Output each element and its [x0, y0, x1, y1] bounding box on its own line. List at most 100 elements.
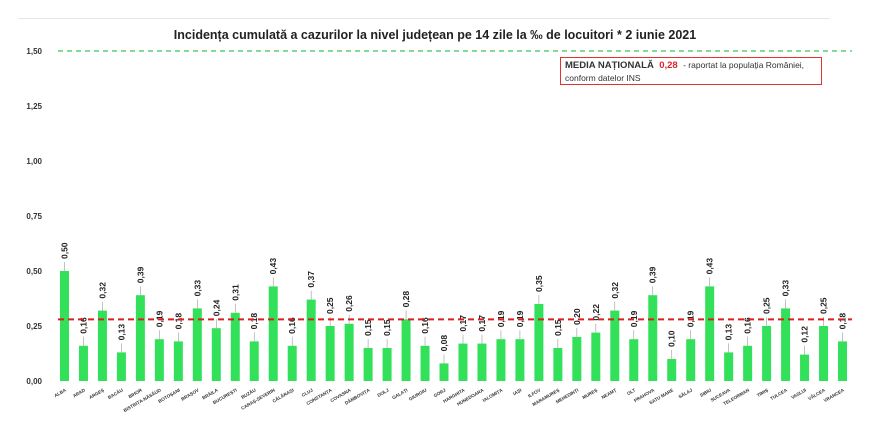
- national-average-annotation: MEDIA NAȚIONALĂ 0,28 - raportat la popul…: [560, 57, 822, 85]
- top-border: [18, 18, 830, 19]
- x-tick-label: IALOMIȚA: [482, 387, 504, 403]
- value-label: 0,13: [116, 324, 126, 341]
- x-tick-label: GORJ: [433, 387, 447, 398]
- bar: [743, 345, 753, 381]
- value-label: 0,08: [439, 335, 449, 352]
- x-tick-label: ARGEȘ: [88, 388, 105, 401]
- bar: [363, 348, 373, 381]
- x-tick-label: CĂLĂRAȘI: [271, 387, 295, 405]
- bar: [97, 310, 107, 381]
- bar: [553, 348, 563, 381]
- value-label: 0,39: [135, 266, 145, 283]
- bar: [230, 312, 240, 381]
- x-tick-label: OLT: [626, 387, 636, 396]
- value-label: 0,16: [420, 317, 430, 334]
- bar: [401, 319, 411, 381]
- bar: [420, 345, 430, 381]
- value-label: 0,32: [610, 282, 620, 299]
- bar: [344, 323, 354, 381]
- bar: [705, 286, 715, 381]
- value-label: 0,25: [819, 297, 829, 314]
- x-tick-label: VRANCEA: [823, 387, 846, 403]
- x-tick-label: SIBIU: [699, 387, 713, 398]
- x-tick-label: BOTOȘANI: [157, 388, 181, 405]
- x-tick-label: NEAMȚ: [601, 387, 618, 400]
- x-tick-label: TIMIȘ: [756, 388, 770, 399]
- x-tick-label: CLUJ: [301, 387, 314, 398]
- value-label: 0,18: [173, 313, 183, 330]
- value-label: 0,17: [458, 315, 468, 332]
- value-label: 0,26: [344, 295, 354, 312]
- x-tick-label: GIURGIU: [408, 387, 428, 401]
- annotation-text-1: - raportat la populația României,: [683, 60, 805, 70]
- bar: [781, 308, 791, 381]
- bar: [268, 286, 278, 381]
- annotation-label: MEDIA NAȚIONALĂ: [565, 60, 654, 71]
- bar: [59, 271, 69, 381]
- bar: [629, 339, 639, 381]
- y-tick-label: 0,25: [26, 322, 42, 331]
- value-label: 0,17: [477, 315, 487, 332]
- value-label: 0,13: [724, 324, 734, 341]
- value-label: 0,15: [553, 319, 563, 336]
- value-label: 0,16: [287, 317, 297, 334]
- value-label: 0,43: [705, 258, 715, 275]
- x-tick-label: ILFOV: [527, 387, 542, 399]
- value-label: 0,32: [97, 282, 107, 299]
- bar: [819, 326, 829, 381]
- bar: [249, 341, 259, 381]
- annotation-text-2: conform datelor INS: [565, 73, 641, 83]
- value-label: 0,15: [363, 319, 373, 336]
- bar: [724, 352, 734, 381]
- value-label: 0,20: [572, 308, 582, 325]
- bar: [534, 304, 544, 381]
- bar: [458, 343, 468, 381]
- bar: [591, 332, 601, 381]
- x-tick-label: IAȘI: [512, 388, 523, 398]
- x-tick-label: ARAD: [72, 387, 87, 398]
- x-tick-label: DOLJ: [376, 387, 389, 398]
- value-label: 0,25: [762, 297, 772, 314]
- bar: [477, 343, 487, 381]
- value-label: 0,15: [382, 319, 392, 336]
- value-label: 0,43: [268, 258, 278, 275]
- x-tick-label: SĂLAJ: [677, 386, 693, 399]
- bar: [173, 341, 183, 381]
- bar: [838, 341, 848, 381]
- bar: [648, 295, 658, 381]
- value-label: 0,31: [230, 284, 240, 301]
- x-tick-label: BRAȘOV: [180, 387, 201, 402]
- bar: [800, 354, 810, 381]
- bar: [306, 299, 316, 381]
- bar: [78, 345, 88, 381]
- value-label: 0,18: [249, 313, 259, 330]
- value-label: 0,22: [591, 304, 601, 321]
- y-tick-label: 1,50: [26, 47, 42, 56]
- bar: [686, 339, 696, 381]
- bar: [325, 326, 335, 381]
- bar: [135, 295, 145, 381]
- bar: [496, 339, 506, 381]
- value-label: 0,37: [306, 271, 316, 288]
- value-label: 0,28: [401, 291, 411, 308]
- x-tick-label: TULCEA: [769, 387, 788, 401]
- chart-title: Incidența cumulată a cazurilor la nivel …: [173, 28, 697, 42]
- value-label: 0,24: [211, 299, 221, 316]
- bar: [610, 310, 620, 381]
- y-tick-label: 1,25: [26, 102, 42, 111]
- bar: [572, 337, 582, 381]
- bar: [211, 328, 221, 381]
- value-label: 0,35: [534, 275, 544, 292]
- annotation-value: 0,28: [659, 60, 678, 71]
- value-label: 0,18: [838, 313, 848, 330]
- bar: [116, 352, 126, 381]
- value-label: 0,10: [667, 330, 677, 347]
- value-label: 0,39: [648, 266, 658, 283]
- value-label: 0,33: [781, 280, 791, 297]
- value-label: 0,33: [192, 280, 202, 297]
- value-label: 0,16: [78, 317, 88, 334]
- x-tick-label: MUREȘ: [581, 388, 598, 401]
- y-tick-label: 0,75: [26, 212, 42, 221]
- value-label: 0,16: [743, 317, 753, 334]
